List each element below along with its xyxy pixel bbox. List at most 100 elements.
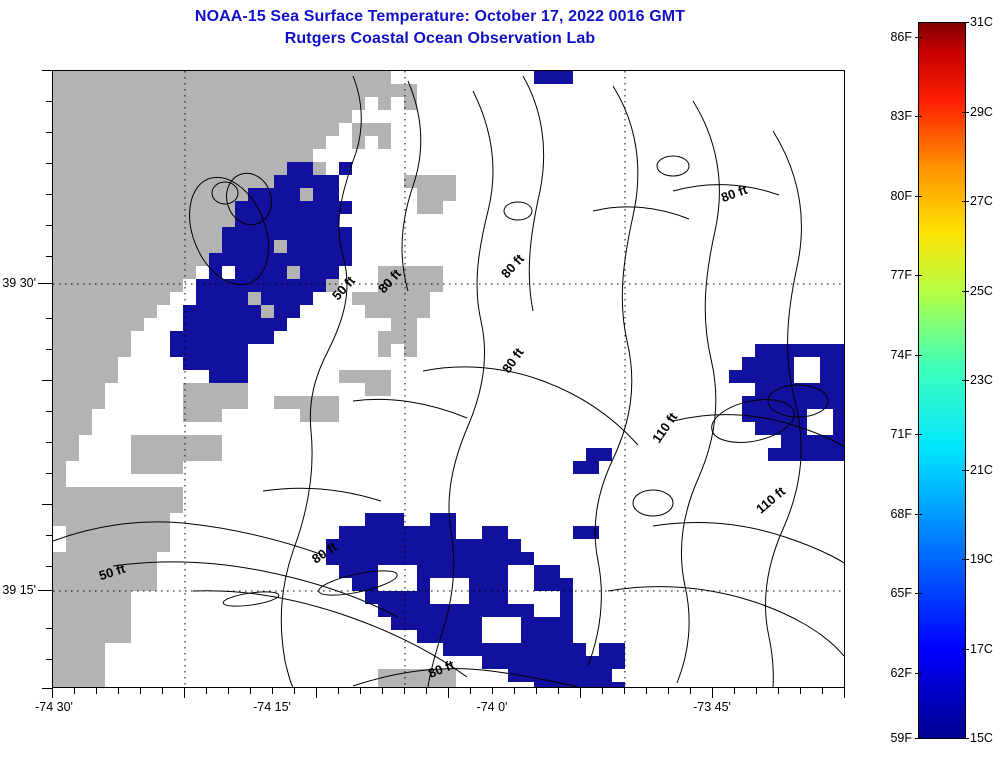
sst-data-layer-mid: [573, 448, 612, 474]
x-tick-minor: [382, 688, 383, 694]
y-tick-major: [38, 283, 52, 284]
y-tick-minor: [46, 101, 52, 102]
x-tick-minor: [52, 688, 53, 698]
y-tick-minor: [46, 628, 52, 629]
colorbar-label-c: 15C: [970, 731, 993, 745]
colorbar-label-f: 77F: [890, 268, 912, 282]
x-tick-minor: [756, 688, 757, 694]
x-tick-major: [448, 688, 449, 698]
land-mask-layer: [53, 71, 456, 687]
colorbar-tick-f: [915, 116, 922, 117]
y-tick-minor: [46, 442, 52, 443]
colorbar-tick-c: [962, 291, 969, 292]
x-tick-major: [184, 688, 185, 698]
x-tick-minor: [492, 688, 493, 694]
colorbar-tick-f: [915, 738, 922, 739]
colorbar-tick-c: [962, 201, 969, 202]
colorbar-label-c: 25C: [970, 284, 993, 298]
y-tick-major: [42, 70, 52, 71]
colorbar-label-f: 71F: [890, 427, 912, 441]
x-tick-minor: [294, 688, 295, 694]
y-tick-minor: [46, 225, 52, 226]
colorbar-label-c: 17C: [970, 642, 993, 656]
x-tick-minor: [470, 688, 471, 694]
y-tick-minor: [46, 318, 52, 319]
x-tick-minor: [404, 688, 405, 694]
y-tick-minor: [46, 535, 52, 536]
bathymetry-contours: [53, 75, 844, 687]
x-tick-minor: [602, 688, 603, 694]
x-tick-label: -73 45': [693, 700, 731, 714]
y-tick-major: [42, 688, 52, 689]
x-tick-minor: [228, 688, 229, 694]
y-tick-label: 39 30': [2, 276, 36, 290]
y-tick-minor: [46, 163, 52, 164]
colorbar-label-c: 31C: [970, 15, 993, 29]
y-tick-major: [38, 590, 52, 591]
colorbar-label-f: 83F: [890, 109, 912, 123]
colorbar-label-c: 21C: [970, 463, 993, 477]
x-tick-minor: [536, 688, 537, 694]
x-tick-minor: [250, 688, 251, 694]
sst-map[interactable]: 50 ft 80 ft 80 ft 80 ft 80 ft 110 ft 110…: [52, 70, 845, 688]
colorbar-label-c: 29C: [970, 105, 993, 119]
y-tick-minor: [46, 411, 52, 412]
colorbar-tick-c: [962, 559, 969, 560]
y-tick-label: 39 15': [2, 583, 36, 597]
colorbar-tick-c: [962, 380, 969, 381]
x-tick-label: -74 15': [253, 700, 291, 714]
map-canvas: [53, 71, 844, 687]
y-tick-minor: [46, 566, 52, 567]
colorbar-label-f: 68F: [890, 507, 912, 521]
title-line-1: NOAA-15 Sea Surface Temperature: October…: [194, 8, 686, 25]
x-tick-minor: [558, 688, 559, 694]
x-tick-label: -74 30': [35, 700, 73, 714]
x-tick-minor: [360, 688, 361, 694]
colorbar-label-f: 59F: [890, 731, 912, 745]
y-tick-minor: [46, 473, 52, 474]
colorbar-label-f: 80F: [890, 189, 912, 203]
colorbar-tick-f: [915, 355, 922, 356]
colorbar-tick-c: [962, 738, 969, 739]
temperature-colorbar[interactable]: 31C 29C 27C 25C 23C 21C 19C 17C 15C 86F …: [890, 15, 992, 745]
colorbar-tick-c: [962, 649, 969, 650]
colorbar-tick-f: [915, 37, 922, 38]
colorbar-label-c: 19C: [970, 552, 993, 566]
y-tick-minor: [46, 659, 52, 660]
x-tick-minor: [338, 688, 339, 694]
y-tick-minor: [42, 380, 52, 381]
y-tick-minor: [46, 256, 52, 257]
colorbar-tick-f: [915, 434, 922, 435]
colorbar-label-c: 23C: [970, 373, 993, 387]
x-tick-minor: [74, 688, 75, 694]
colorbar-tick-f: [915, 593, 922, 594]
colorbar-tick-c: [962, 22, 969, 23]
y-tick-minor: [42, 504, 52, 505]
x-tick-major: [580, 688, 581, 698]
colorbar-label-c: 27C: [970, 194, 993, 208]
x-tick-major: [844, 688, 845, 698]
colorbar-tick-c: [962, 470, 969, 471]
x-tick-major: [712, 688, 713, 698]
colorbar-tick-c: [962, 112, 969, 113]
x-tick-minor: [140, 688, 141, 694]
x-tick-minor: [206, 688, 207, 694]
x-tick-label: -74 0': [476, 700, 508, 714]
colorbar-label-f: 74F: [890, 348, 912, 362]
sst-data-layer-east: [729, 344, 844, 461]
y-tick-minor: [46, 349, 52, 350]
colorbar-tick-f: [915, 196, 922, 197]
colorbar-tick-f: [915, 275, 922, 276]
x-tick-minor: [778, 688, 779, 694]
colorbar-label-f: 65F: [890, 586, 912, 600]
colorbar-tick-f: [915, 673, 922, 674]
x-tick-minor: [822, 688, 823, 694]
y-tick-minor: [46, 194, 52, 195]
x-tick-minor: [118, 688, 119, 694]
x-tick-minor: [734, 688, 735, 694]
graticule-layer: [53, 71, 844, 687]
x-tick-minor: [690, 688, 691, 694]
x-tick-minor: [514, 688, 515, 694]
x-tick-minor: [646, 688, 647, 694]
x-tick-minor: [624, 688, 625, 694]
